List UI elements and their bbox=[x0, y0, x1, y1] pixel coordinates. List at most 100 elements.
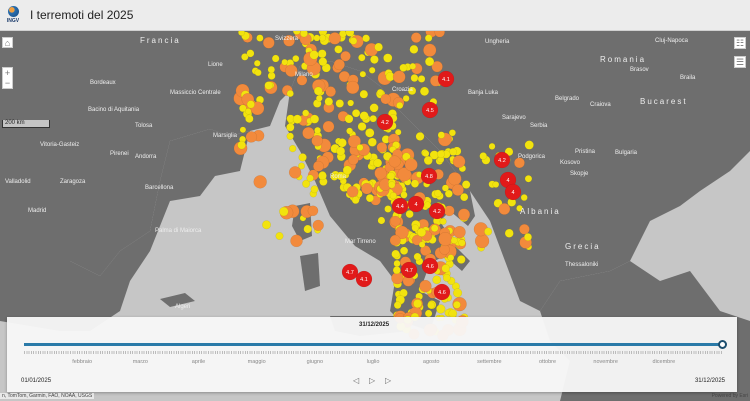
earthquake-medium[interactable] bbox=[420, 245, 431, 256]
earthquake-medium[interactable] bbox=[431, 60, 443, 73]
earthquake-major[interactable] bbox=[341, 263, 359, 281]
earthquake-small[interactable] bbox=[373, 158, 383, 168]
earthquake-small[interactable] bbox=[292, 114, 302, 124]
earthquake-small[interactable] bbox=[306, 174, 314, 182]
earthquake-small[interactable] bbox=[345, 31, 355, 37]
earthquake-small[interactable] bbox=[279, 206, 289, 217]
earthquake-small[interactable] bbox=[392, 266, 401, 275]
powered-by-esri[interactable]: Powered by Esri bbox=[711, 393, 748, 399]
earthquake-small[interactable] bbox=[516, 204, 523, 212]
earthquake-medium[interactable] bbox=[312, 160, 324, 172]
earthquake-small[interactable] bbox=[417, 227, 427, 237]
earthquake-major[interactable] bbox=[504, 183, 522, 201]
earthquake-medium[interactable] bbox=[380, 93, 391, 105]
earthquake-small[interactable] bbox=[444, 189, 453, 198]
earthquake-small[interactable] bbox=[437, 131, 445, 139]
earthquake-small[interactable] bbox=[271, 54, 280, 63]
earthquake-major[interactable] bbox=[421, 257, 439, 275]
earthquake-small[interactable] bbox=[237, 140, 246, 150]
earthquake-medium[interactable] bbox=[419, 279, 432, 293]
earthquake-small[interactable] bbox=[409, 44, 419, 54]
earthquake-small[interactable] bbox=[337, 138, 347, 148]
earthquake-medium[interactable] bbox=[452, 155, 466, 168]
earthquake-small[interactable] bbox=[447, 254, 455, 262]
earthquake-small[interactable] bbox=[358, 53, 366, 62]
zoom-out-button[interactable]: − bbox=[4, 78, 11, 88]
earthquake-small[interactable] bbox=[317, 49, 327, 59]
earthquake-small[interactable] bbox=[524, 174, 533, 183]
earthquake-small[interactable] bbox=[357, 122, 367, 131]
earthquake-small[interactable] bbox=[449, 147, 457, 156]
earthquake-small[interactable] bbox=[359, 111, 369, 121]
earthquake-small[interactable] bbox=[442, 273, 451, 282]
earthquake-small[interactable] bbox=[351, 196, 360, 204]
earthquake-medium[interactable] bbox=[302, 126, 315, 140]
earthquake-small[interactable] bbox=[393, 259, 401, 267]
earthquake-major[interactable] bbox=[433, 283, 451, 301]
earthquake-small[interactable] bbox=[391, 249, 400, 259]
earthquake-small[interactable] bbox=[292, 31, 301, 35]
earthquake-medium[interactable] bbox=[253, 175, 267, 189]
earthquake-small[interactable] bbox=[524, 140, 534, 150]
earthquake-small[interactable] bbox=[424, 56, 435, 67]
earthquake-small[interactable] bbox=[238, 31, 246, 36]
earthquake-small[interactable] bbox=[409, 62, 417, 70]
earthquake-medium[interactable] bbox=[322, 120, 335, 133]
earthquake-small[interactable] bbox=[264, 81, 273, 90]
earthquake-small[interactable] bbox=[396, 101, 404, 109]
earthquake-small[interactable] bbox=[456, 255, 466, 264]
earthquake-medium[interactable] bbox=[448, 172, 462, 186]
earthquake-major[interactable] bbox=[400, 261, 418, 279]
earthquake-small[interactable] bbox=[309, 50, 319, 60]
earthquake-major[interactable] bbox=[407, 195, 425, 213]
earthquake-small[interactable] bbox=[422, 150, 430, 157]
earthquake-small[interactable] bbox=[286, 89, 294, 98]
earthquake-small[interactable] bbox=[387, 171, 396, 180]
earthquake-medium[interactable] bbox=[340, 50, 351, 62]
earthquake-medium[interactable] bbox=[361, 182, 373, 195]
earthquake-small[interactable] bbox=[523, 233, 533, 242]
earthquake-medium[interactable] bbox=[346, 185, 359, 198]
earthquake-small[interactable] bbox=[310, 185, 319, 194]
earthquake-major[interactable] bbox=[355, 270, 373, 288]
earthquake-small[interactable] bbox=[349, 37, 358, 45]
earthquake-small[interactable] bbox=[239, 126, 247, 133]
earthquake-small[interactable] bbox=[424, 201, 432, 209]
earthquake-small[interactable] bbox=[452, 300, 461, 309]
earthquake-medium[interactable] bbox=[312, 219, 324, 231]
earthquake-medium[interactable] bbox=[290, 234, 303, 248]
slider-track[interactable] bbox=[24, 343, 722, 346]
earthquake-small[interactable] bbox=[419, 86, 430, 96]
earthquake-small[interactable] bbox=[245, 114, 254, 123]
earthquake-small[interactable] bbox=[368, 66, 376, 74]
earthquake-small[interactable] bbox=[415, 132, 425, 141]
earthquake-small[interactable] bbox=[334, 45, 343, 54]
earthquake-medium[interactable] bbox=[395, 225, 409, 240]
earthquake-small[interactable] bbox=[256, 34, 264, 42]
earthquake-medium[interactable] bbox=[498, 203, 511, 215]
earthquake-medium[interactable] bbox=[389, 234, 401, 246]
earthquake-small[interactable] bbox=[342, 165, 352, 175]
earthquake-medium[interactable] bbox=[388, 155, 401, 168]
earthquake-medium[interactable] bbox=[311, 135, 323, 147]
earthquake-small[interactable] bbox=[461, 180, 471, 189]
earthquake-small[interactable] bbox=[448, 129, 456, 137]
earthquake-small[interactable] bbox=[303, 224, 312, 234]
earthquake-major[interactable] bbox=[421, 101, 439, 119]
earthquake-small[interactable] bbox=[362, 34, 370, 43]
earthquake-medium[interactable] bbox=[288, 166, 302, 179]
earthquake-small[interactable] bbox=[369, 114, 377, 123]
earthquake-small[interactable] bbox=[484, 227, 493, 236]
earthquake-small[interactable] bbox=[346, 127, 354, 135]
earthquake-medium[interactable] bbox=[390, 215, 401, 227]
earthquake-medium[interactable] bbox=[374, 166, 387, 180]
earthquake-medium[interactable] bbox=[245, 131, 258, 143]
earthquake-medium[interactable] bbox=[519, 223, 530, 235]
earthquake-small[interactable] bbox=[399, 63, 408, 72]
earthquake-medium[interactable] bbox=[307, 205, 319, 217]
earthquake-medium[interactable] bbox=[434, 31, 445, 38]
earthquake-small[interactable] bbox=[262, 220, 271, 230]
earthquake-small[interactable] bbox=[359, 70, 367, 78]
earthquake-small[interactable] bbox=[453, 288, 463, 298]
earthquake-small[interactable] bbox=[365, 128, 375, 138]
